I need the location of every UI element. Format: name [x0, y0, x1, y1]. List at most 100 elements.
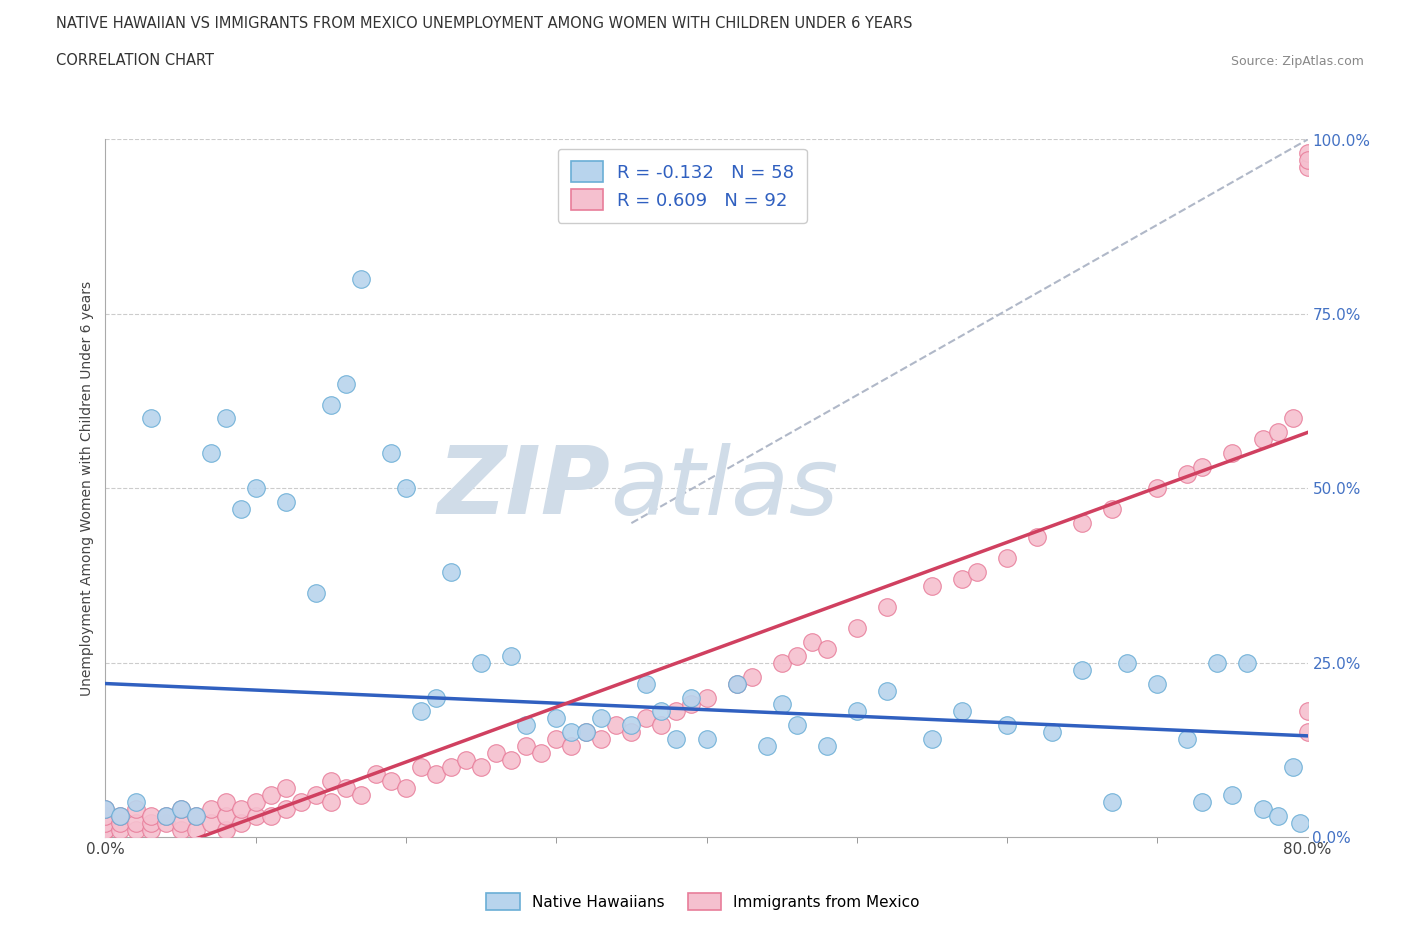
Point	[1071, 515, 1094, 530]
Point	[124, 823, 146, 838]
Point	[380, 445, 402, 460]
Point	[350, 788, 373, 803]
Point	[229, 816, 252, 830]
Point	[274, 495, 297, 510]
Point	[110, 823, 132, 838]
Point	[995, 718, 1018, 733]
Point	[485, 746, 508, 761]
Point	[1251, 432, 1274, 447]
Point	[1267, 809, 1289, 824]
Point	[636, 676, 658, 691]
Point	[1296, 704, 1319, 719]
Point	[425, 690, 447, 705]
Point	[94, 816, 117, 830]
Point	[1071, 662, 1094, 677]
Point	[1175, 467, 1198, 482]
Point	[305, 788, 328, 803]
Point	[1289, 816, 1312, 830]
Point	[425, 766, 447, 781]
Point	[1296, 725, 1319, 740]
Point	[380, 774, 402, 789]
Point	[560, 725, 582, 740]
Point	[650, 718, 672, 733]
Point	[1026, 530, 1049, 545]
Point	[260, 809, 283, 824]
Point	[200, 445, 222, 460]
Point	[575, 725, 598, 740]
Point	[560, 738, 582, 753]
Point	[1296, 160, 1319, 175]
Point	[454, 753, 477, 768]
Point	[786, 718, 808, 733]
Point	[94, 802, 117, 817]
Point	[800, 634, 823, 649]
Point	[921, 732, 943, 747]
Point	[845, 620, 868, 635]
Point	[245, 794, 267, 809]
Point	[1296, 146, 1319, 161]
Point	[725, 676, 748, 691]
Point	[200, 802, 222, 817]
Point	[1146, 481, 1168, 496]
Point	[94, 823, 117, 838]
Point	[409, 704, 432, 719]
Point	[305, 586, 328, 601]
Point	[229, 802, 252, 817]
Point	[620, 718, 643, 733]
Text: atlas: atlas	[610, 443, 838, 534]
Point	[665, 732, 688, 747]
Point	[169, 823, 191, 838]
Point	[94, 823, 117, 838]
Point	[501, 648, 523, 663]
Point	[245, 809, 267, 824]
Point	[1222, 445, 1244, 460]
Point	[274, 802, 297, 817]
Point	[364, 766, 387, 781]
Point	[184, 809, 207, 824]
Point	[501, 753, 523, 768]
Text: Source: ZipAtlas.com: Source: ZipAtlas.com	[1230, 55, 1364, 68]
Legend: R = -0.132   N = 58, R = 0.609   N = 92: R = -0.132 N = 58, R = 0.609 N = 92	[558, 149, 807, 223]
Point	[169, 816, 191, 830]
Point	[741, 670, 763, 684]
Point	[124, 816, 146, 830]
Point	[110, 816, 132, 830]
Point	[319, 794, 342, 809]
Point	[470, 656, 492, 671]
Point	[995, 551, 1018, 565]
Text: NATIVE HAWAIIAN VS IMMIGRANTS FROM MEXICO UNEMPLOYMENT AMONG WOMEN WITH CHILDREN: NATIVE HAWAIIAN VS IMMIGRANTS FROM MEXIC…	[56, 16, 912, 31]
Point	[1191, 460, 1213, 474]
Point	[966, 565, 988, 579]
Point	[696, 732, 718, 747]
Point	[575, 725, 598, 740]
Point	[815, 642, 838, 657]
Point	[155, 809, 177, 824]
Point	[1146, 676, 1168, 691]
Point	[214, 411, 236, 426]
Point	[876, 683, 898, 698]
Point	[245, 481, 267, 496]
Point	[515, 738, 537, 753]
Text: CORRELATION CHART: CORRELATION CHART	[56, 53, 214, 68]
Point	[139, 816, 162, 830]
Point	[409, 760, 432, 775]
Point	[214, 794, 236, 809]
Point	[155, 816, 177, 830]
Point	[950, 571, 973, 587]
Point	[845, 704, 868, 719]
Point	[650, 704, 672, 719]
Point	[395, 481, 418, 496]
Point	[770, 656, 793, 671]
Point	[94, 809, 117, 824]
Point	[440, 565, 463, 579]
Point	[214, 809, 236, 824]
Point	[620, 725, 643, 740]
Point	[786, 648, 808, 663]
Point	[1175, 732, 1198, 747]
Point	[139, 411, 162, 426]
Point	[169, 802, 191, 817]
Point	[94, 809, 117, 824]
Point	[440, 760, 463, 775]
Point	[1251, 802, 1274, 817]
Point	[921, 578, 943, 593]
